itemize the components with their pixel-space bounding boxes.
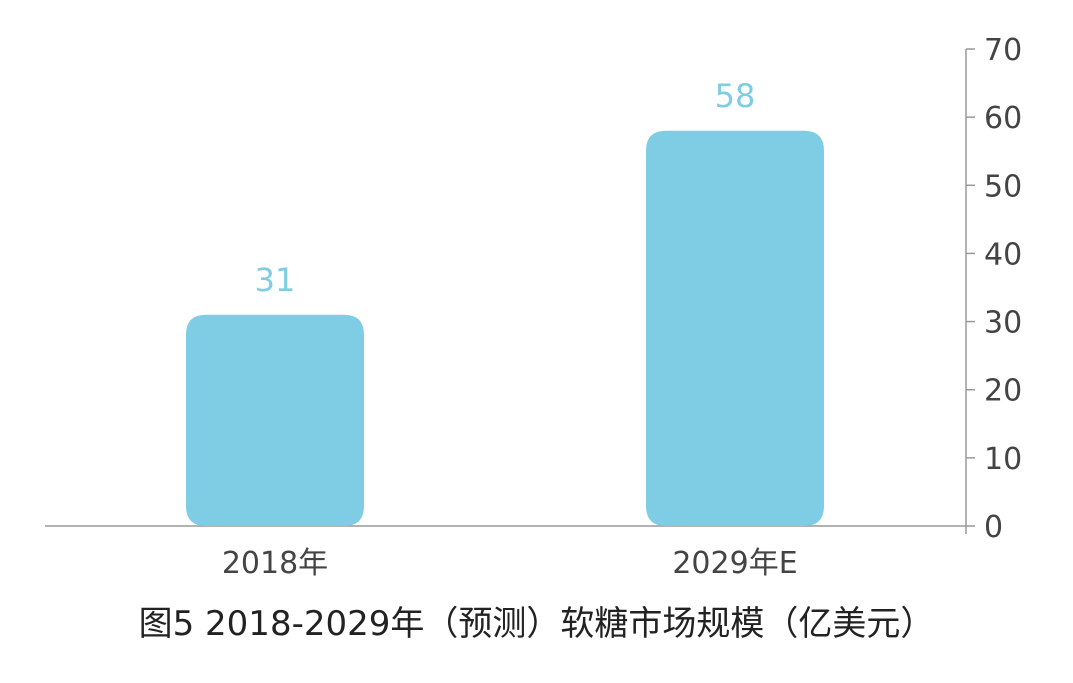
y-tick-label: 50: [984, 169, 1022, 204]
bar-chart: 0 10 20 30 40 50 60 70 31 2018年 58 2029年E: [45, 33, 1022, 581]
bar-2: [646, 130, 824, 526]
data-label: 31: [255, 261, 296, 299]
y-tick-label: 20: [984, 374, 1022, 409]
x-tick-label: 2029年E: [672, 546, 797, 581]
y-tick-label: 0: [984, 510, 1003, 545]
figure-caption: 图5 2018-2029年（预测）软糖市场规模（亿美元）: [138, 604, 935, 644]
y-tick-label: 60: [984, 101, 1022, 136]
bar-1: [186, 314, 364, 526]
y-tick-label: 70: [984, 33, 1022, 68]
y-tick-label: 30: [984, 306, 1022, 341]
y-tick-label: 10: [984, 442, 1022, 477]
y-tick-label: 40: [984, 237, 1022, 272]
x-tick-label: 2018年: [222, 546, 328, 581]
data-label: 58: [715, 77, 756, 115]
